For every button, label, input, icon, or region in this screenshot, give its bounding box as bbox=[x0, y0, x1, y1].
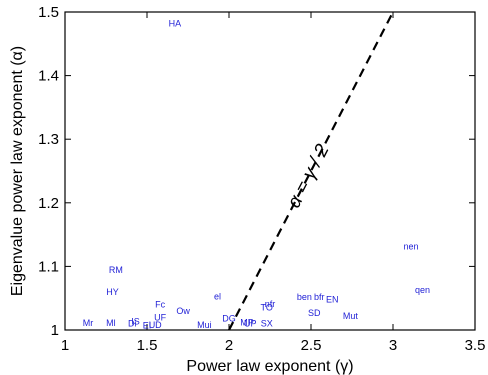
x-tick-label: 3 bbox=[389, 337, 397, 354]
axes-frame bbox=[64, 11, 476, 331]
y-tick-label: 1.2 bbox=[38, 195, 59, 212]
point-label: el bbox=[214, 291, 221, 301]
annotation-alpha-equals-gamma-half: α = γ / 2 bbox=[284, 141, 334, 212]
point-label: RM bbox=[109, 265, 123, 275]
point-label: UD bbox=[149, 320, 162, 330]
point-label: Fc bbox=[155, 300, 165, 310]
point-label: MP bbox=[240, 317, 254, 327]
point-label: Di bbox=[128, 319, 137, 329]
point-label: EI bbox=[143, 321, 152, 331]
point-label: Mui bbox=[197, 320, 212, 330]
y-tick-label: 1.4 bbox=[38, 68, 59, 85]
x-tick-label: 1 bbox=[61, 337, 69, 354]
point-label: HY bbox=[106, 287, 119, 297]
point-label: nfr bbox=[265, 299, 276, 309]
point-label: UF bbox=[154, 312, 166, 322]
point-label: HA bbox=[169, 18, 182, 28]
point-label: SD bbox=[308, 308, 321, 318]
point-label: Ml bbox=[106, 318, 116, 328]
point-label: TO bbox=[261, 303, 273, 313]
y-tick-label: 1.3 bbox=[38, 131, 59, 148]
x-tick-label: 1.5 bbox=[137, 337, 158, 354]
x-tick-label: 2.5 bbox=[301, 337, 322, 354]
point-label: UP bbox=[244, 319, 257, 329]
point-label: Mr bbox=[83, 318, 94, 328]
point-label: SX bbox=[261, 319, 273, 329]
point-label: qen bbox=[415, 285, 430, 295]
x-tick-label: 3.5 bbox=[465, 337, 486, 354]
point-label: nen bbox=[404, 242, 419, 252]
point-label: DG bbox=[222, 314, 236, 324]
y-tick-label: 1 bbox=[51, 322, 59, 339]
y-tick-label: 1.5 bbox=[38, 4, 59, 21]
x-axis-title: Power law exponent (γ) bbox=[186, 358, 353, 375]
tick-labels: 1 1.5 2 2.5 3 3.5 1 1.1 1.2 1.3 1.4 1.5 bbox=[38, 4, 485, 354]
y-axis-title: Eigenvalue power law exponent (α) bbox=[9, 46, 26, 296]
plot-border bbox=[64, 11, 476, 331]
point-label: IS bbox=[131, 317, 140, 327]
point-label: ben bbox=[297, 292, 312, 302]
point-label: EN bbox=[326, 294, 339, 304]
point-label: Ow bbox=[176, 306, 190, 316]
y-tick-label: 1.1 bbox=[38, 258, 59, 275]
x-tick-label: 2 bbox=[225, 337, 233, 354]
ticks bbox=[64, 11, 476, 331]
point-label: Mut bbox=[343, 311, 359, 321]
point-label: bfr bbox=[314, 292, 325, 302]
